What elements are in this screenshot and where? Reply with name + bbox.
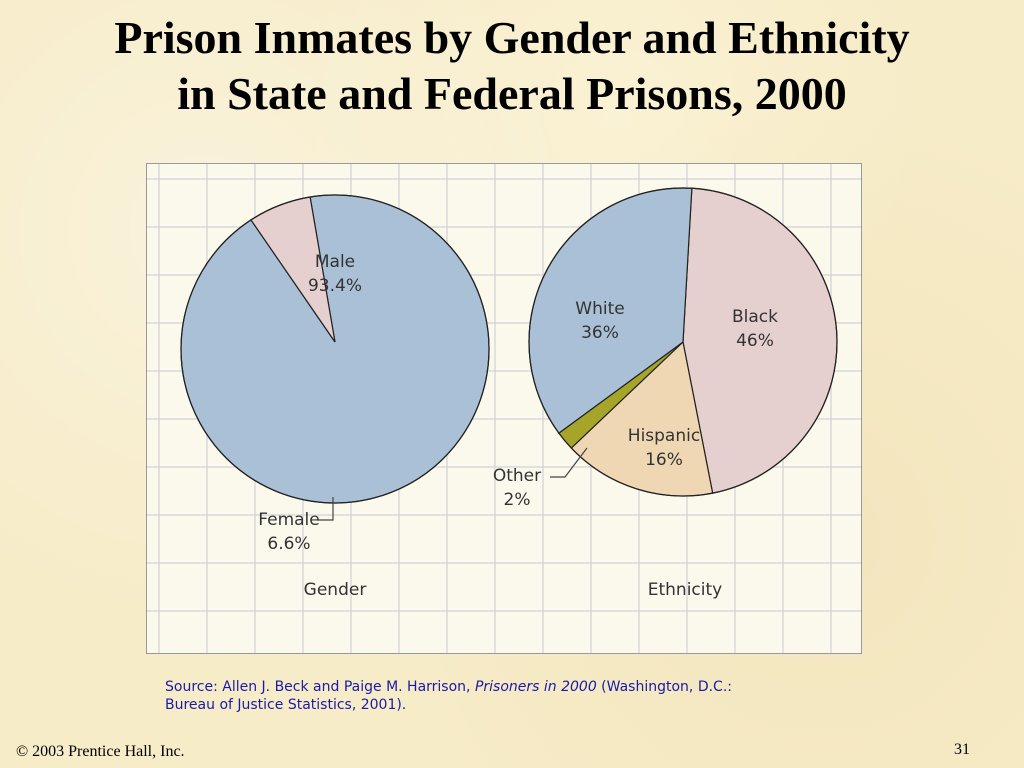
slice-value-white: 36% [581,323,619,343]
slice-label-hispanic: Hispanic [628,426,700,446]
slide-title: Prison Inmates by Gender and Ethnicity i… [0,10,1024,122]
page-number: 31 [954,741,970,758]
slice-label-other: Other [493,466,541,486]
leader-line-female [317,497,334,521]
copyright: © 2003 Prentice Hall, Inc. [16,743,185,760]
slice-label-white: White [575,299,624,319]
source-line-2: Bureau of Justice Statistics, 2001). [165,697,407,713]
slice-label-male: Male [315,252,355,272]
title-line-1: Prison Inmates by Gender and Ethnicity [114,12,910,63]
slice-value-female: 6.6% [267,534,310,554]
slice-value-other: 2% [504,490,531,510]
pie-title-gender: Gender [304,580,367,600]
source-prefix: Source: Allen J. Beck and Paige M. Harri… [165,679,475,695]
chart-area: Male 93.4% Female 6.6% Gender Black 46% Hispani… [146,163,862,654]
slice-label-black: Black [732,307,778,327]
pie-title-ethnicity: Ethnicity [648,580,722,600]
slice-value-black: 46% [736,331,774,351]
pie-charts: Male 93.4% Female 6.6% Gender Black 46% Hispani… [180,187,838,600]
source-suffix: (Washington, D.C.: [596,679,732,695]
pie-outline [528,187,838,497]
source-citation: Source: Allen J. Beck and Paige M. Harri… [165,678,845,714]
leader-line-other [550,447,588,478]
slice-value-hispanic: 16% [645,450,683,470]
source-title: Prisoners in 2000 [474,679,597,695]
slice-label-female: Female [258,510,319,530]
slice-value-male: 93.4% [308,276,362,296]
pie-slice-male [180,194,490,504]
title-line-2: in State and Federal Prisons, 2000 [177,68,847,119]
pie-outline [180,194,490,504]
